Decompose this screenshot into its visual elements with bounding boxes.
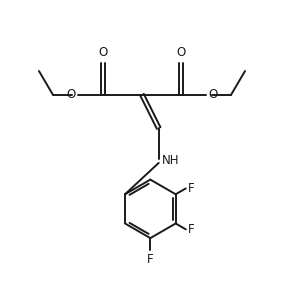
Text: F: F (188, 182, 194, 195)
Text: F: F (147, 253, 154, 266)
Text: NH: NH (162, 154, 179, 167)
Text: O: O (176, 46, 186, 59)
Text: O: O (98, 46, 108, 59)
Text: O: O (66, 88, 75, 101)
Text: F: F (188, 223, 194, 236)
Text: O: O (209, 88, 218, 101)
